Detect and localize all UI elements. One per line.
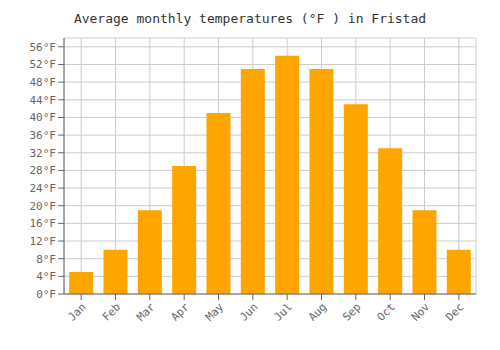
svg-text:52°F: 52°F (30, 58, 57, 71)
svg-text:0°F: 0°F (36, 288, 56, 301)
svg-text:Jun: Jun (237, 300, 260, 323)
svg-text:32°F: 32°F (30, 147, 57, 160)
svg-text:44°F: 44°F (30, 94, 57, 107)
svg-text:36°F: 36°F (30, 129, 57, 142)
svg-text:28°F: 28°F (30, 164, 57, 177)
svg-text:Jan: Jan (66, 300, 89, 323)
svg-text:8°F: 8°F (36, 253, 56, 266)
svg-text:20°F: 20°F (30, 200, 57, 213)
svg-text:16°F: 16°F (30, 217, 57, 230)
svg-text:Jul: Jul (272, 300, 295, 323)
svg-text:56°F: 56°F (30, 41, 57, 54)
svg-text:May: May (203, 300, 227, 324)
svg-text:Mar: Mar (134, 300, 158, 324)
svg-text:48°F: 48°F (30, 76, 57, 89)
svg-text:Dec: Dec (443, 300, 466, 323)
svg-text:40°F: 40°F (30, 111, 57, 124)
svg-text:Aug: Aug (306, 300, 329, 323)
svg-text:24°F: 24°F (30, 182, 57, 195)
svg-text:12°F: 12°F (30, 235, 57, 248)
svg-text:Nov: Nov (409, 300, 433, 324)
svg-text:Oct: Oct (375, 300, 398, 323)
svg-text:Sep: Sep (340, 300, 363, 323)
svg-text:4°F: 4°F (36, 270, 56, 283)
svg-text:Feb: Feb (100, 300, 123, 323)
svg-text:Apr: Apr (169, 300, 193, 324)
html-text:Average monthly temperatures (: Average monthly temperatures (°F ) in Fr… (73, 11, 427, 26)
